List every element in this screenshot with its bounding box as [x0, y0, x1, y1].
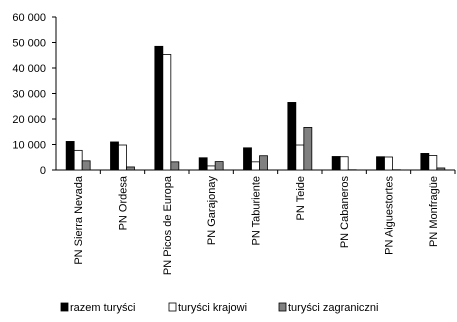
legend-swatch: [60, 302, 69, 312]
bar: [214, 161, 224, 171]
bars: [65, 45, 446, 171]
bar: [206, 165, 216, 171]
x-tick-label: PN Cabaneros: [339, 176, 351, 249]
bar: [198, 157, 208, 171]
y-tick-label: 10 000: [12, 140, 46, 152]
bar: [295, 144, 305, 171]
bar: [81, 160, 91, 171]
bar: [436, 167, 446, 171]
bar: [259, 155, 268, 171]
legend-swatch: [278, 302, 287, 312]
bar: [376, 156, 385, 171]
tick-labels: 0 10 000 20 000 30 000 40 000 50 000 60 000 PN …: [12, 12, 439, 275]
x-tick-label: PN Monfragüe: [428, 176, 440, 247]
y-tick-label: 30 000: [12, 89, 46, 101]
bar: [170, 161, 180, 171]
legend-label: razem turyści: [70, 302, 135, 314]
bar: [73, 149, 83, 171]
bar: [243, 147, 252, 171]
bar: [65, 141, 75, 171]
bar: [251, 161, 260, 171]
bar: [126, 166, 135, 171]
legend-label: turyści krajowi: [178, 302, 247, 314]
y-tick-label: 0: [40, 165, 46, 177]
y-tick-label: 20 000: [12, 114, 46, 126]
bar: [118, 144, 127, 171]
bar: [287, 102, 297, 171]
x-tick-label: PN Teide: [295, 176, 307, 220]
y-tick-label: 40 000: [12, 63, 46, 75]
y-tick-label: 60 000: [12, 12, 46, 24]
x-tick-label: PN Aiguestortes: [384, 176, 396, 255]
legend: razem turyści turyści krajowi turyści zagr…: [60, 302, 378, 314]
y-tick-label: 50 000: [12, 38, 46, 50]
bar: [162, 54, 172, 171]
x-tick-label: PN Taburiente: [251, 176, 263, 246]
bar: [339, 156, 349, 171]
bar: [154, 45, 164, 171]
x-tick-label: PN Picos de Europa: [162, 175, 174, 275]
legend-swatch: [168, 302, 177, 312]
legend-label: turyści zagraniczni: [288, 302, 378, 314]
bar: [384, 156, 393, 171]
bar: [331, 156, 341, 171]
x-tick-label: PN Garajonay: [206, 176, 218, 246]
bar: [303, 127, 313, 171]
x-tick-label: PN Ordesa: [118, 175, 130, 230]
bar: [110, 141, 119, 171]
x-tick-label: PN Sierra Nevada: [73, 175, 85, 265]
bar: [420, 153, 430, 171]
bar: [428, 155, 438, 171]
